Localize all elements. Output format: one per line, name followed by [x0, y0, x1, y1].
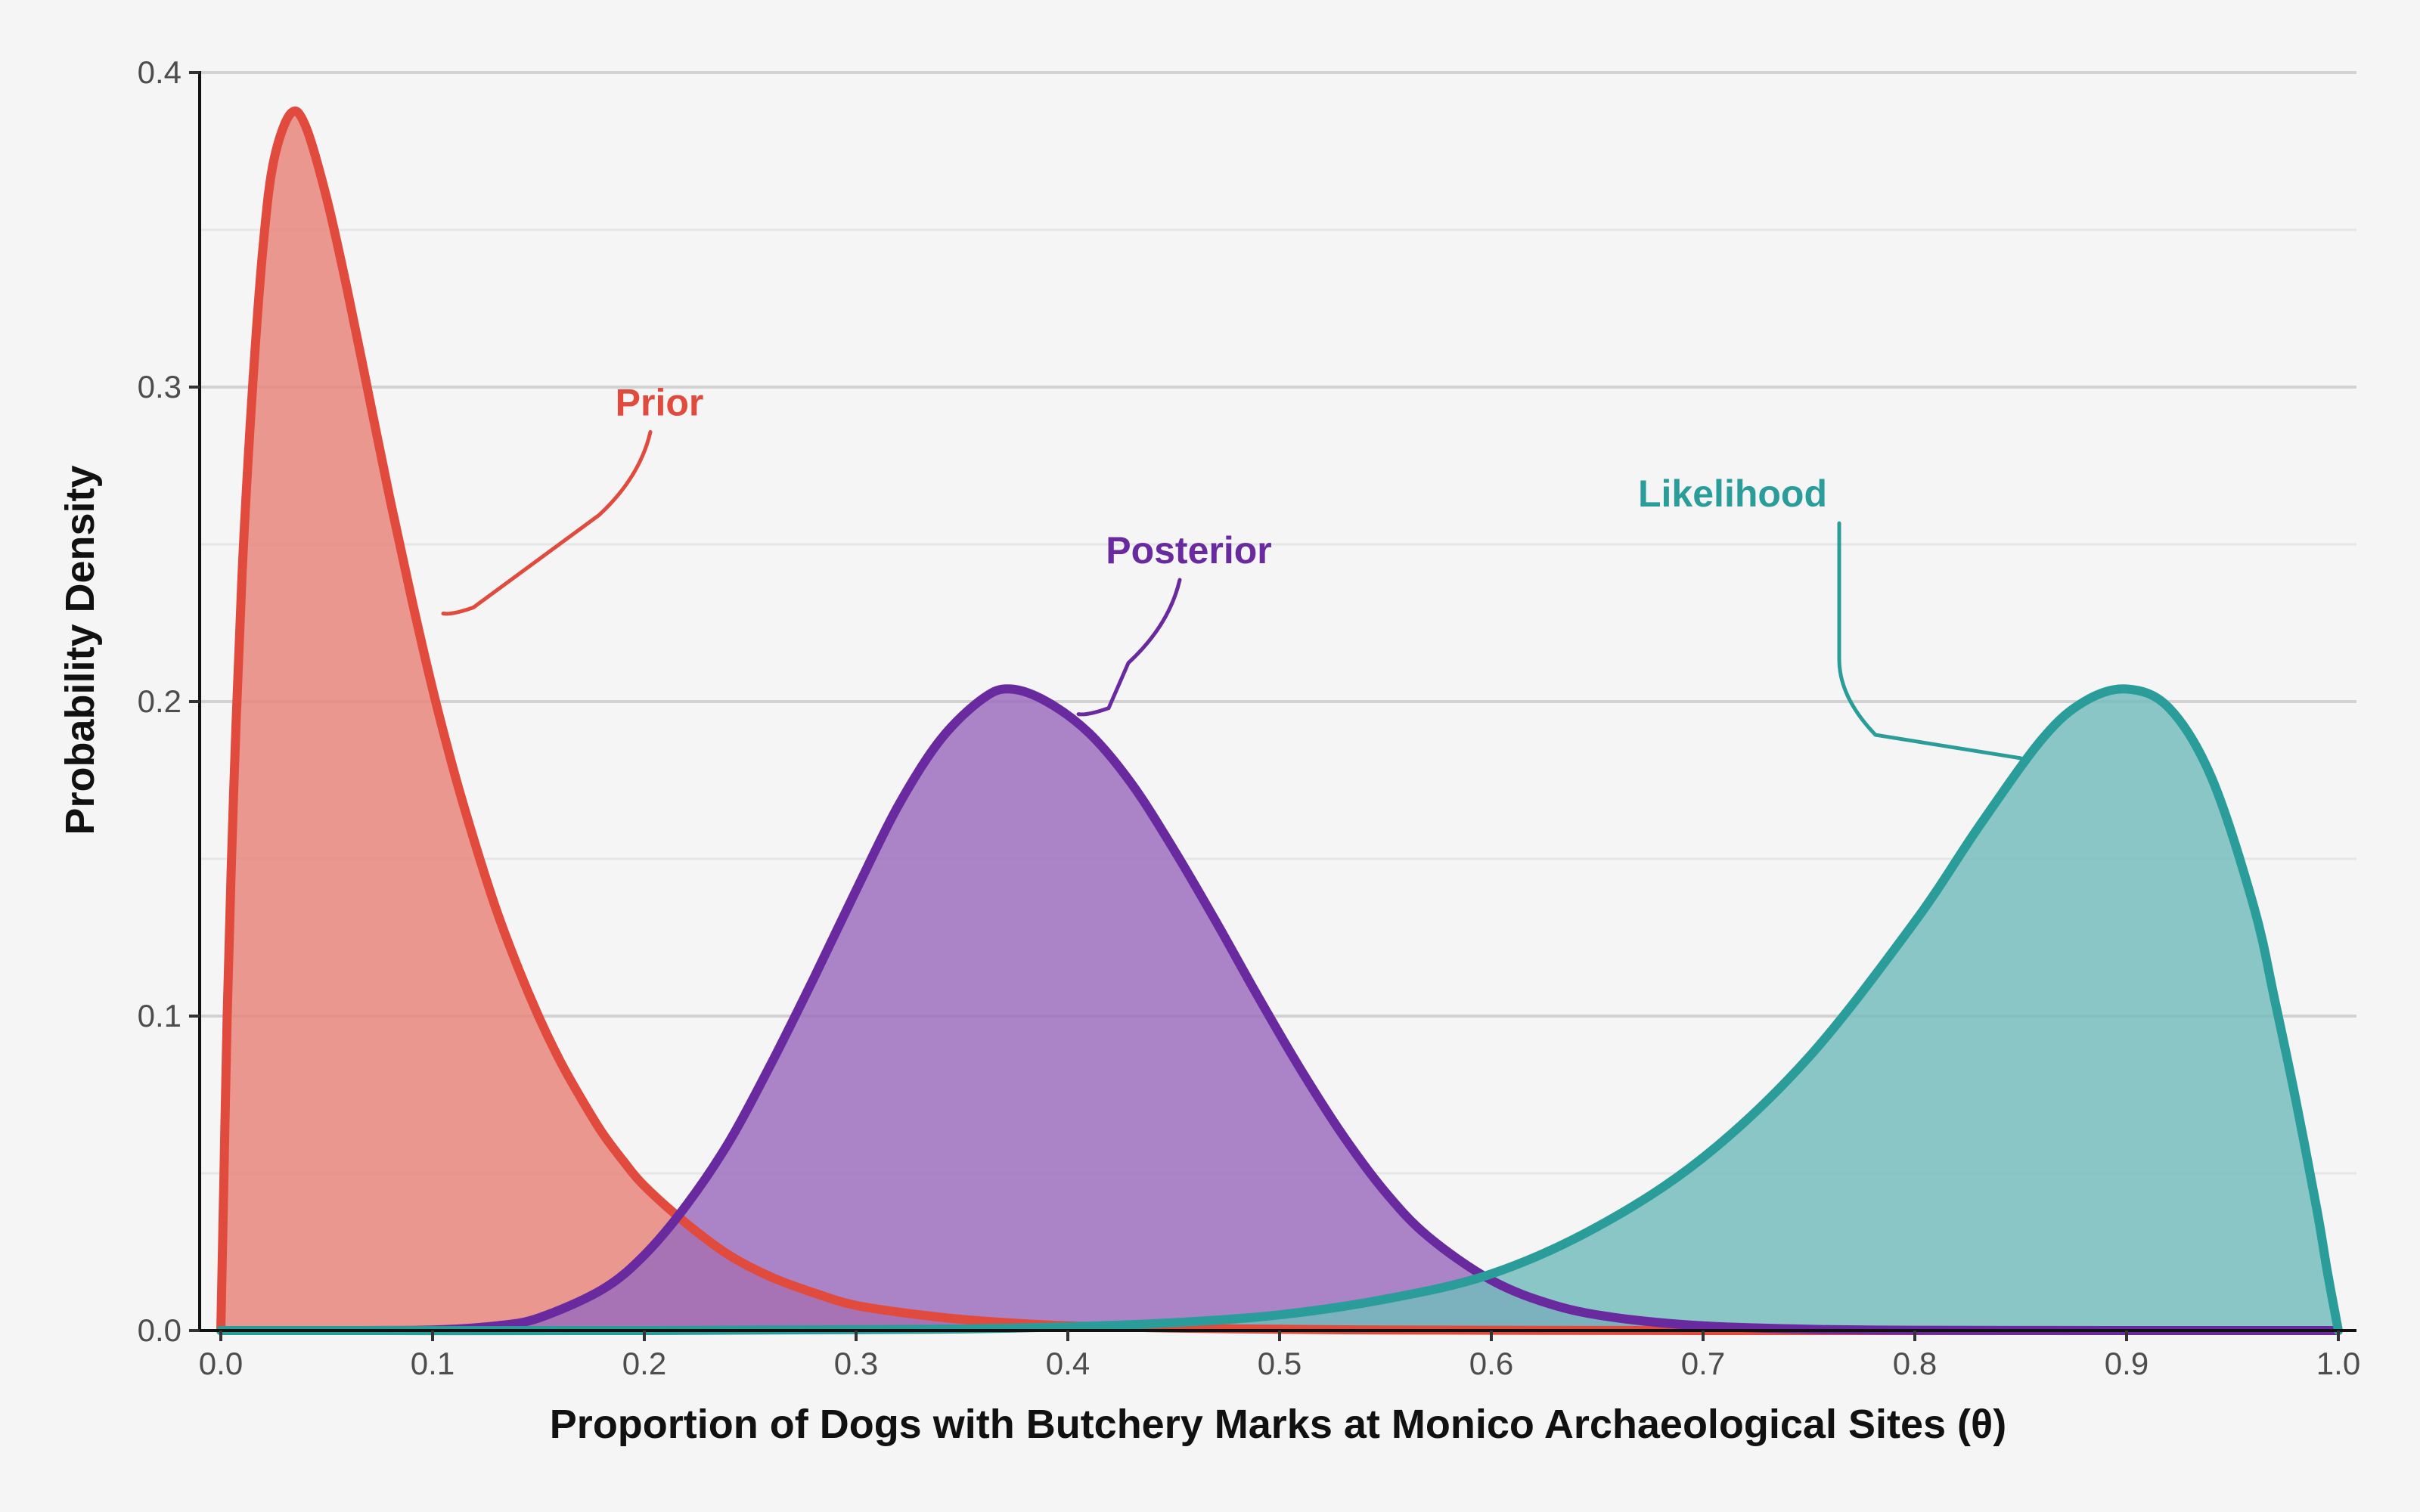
- likelihood-annotation-label: Likelihood: [1638, 472, 1827, 515]
- likelihood-density-line: [216, 684, 2343, 1336]
- x-tick-label: 0.1: [411, 1346, 455, 1381]
- y-tick-label: 0.2: [138, 683, 182, 719]
- posterior-annotation-leader: [1076, 578, 1182, 717]
- y-tick-label: 0.3: [138, 369, 182, 404]
- likelihood-density-area: [221, 689, 2338, 1331]
- posterior-density-line: [216, 684, 2343, 1336]
- axes: 0.0 0.1 0.2 0.3 0.4 0.5 0.6 0.7 0.8 0.9 1.0 0.0 0.1 0…: [138, 54, 2361, 1381]
- x-axis-title: Proportion of Dogs with Butchery Marks a…: [550, 1402, 2006, 1447]
- density-fills: [221, 110, 2338, 1331]
- prior-annotation-leader: [441, 429, 653, 616]
- posterior-density-area: [221, 689, 2338, 1331]
- x-tick-label: 0.9: [2105, 1346, 2149, 1381]
- y-axis-title: Probability Density: [57, 465, 103, 835]
- y-tick-label: 0.1: [138, 998, 182, 1033]
- x-tick-label: 0.3: [834, 1346, 878, 1381]
- y-tick-label: 0.4: [138, 54, 182, 90]
- likelihood-annotation-leader: [1837, 521, 2023, 761]
- y-tick-label: 0.0: [138, 1312, 182, 1348]
- prior-annotation-label: Prior: [616, 381, 704, 423]
- x-tick-label: 0.4: [1046, 1346, 1090, 1381]
- annotations: Prior Posterior Likelihood: [441, 381, 2023, 761]
- prior-density-area: [221, 110, 2338, 1331]
- x-tick-label: 0.7: [1681, 1346, 1725, 1381]
- x-tick-label: 0.2: [622, 1346, 666, 1381]
- x-tick-label: 1.0: [2316, 1346, 2360, 1381]
- x-tick-label: 0.6: [1469, 1346, 1513, 1381]
- x-tick-label: 0.5: [1258, 1346, 1302, 1381]
- x-tick-label: 0.0: [199, 1346, 243, 1381]
- posterior-annotation-label: Posterior: [1106, 529, 1272, 572]
- x-tick-label: 0.8: [1893, 1346, 1937, 1381]
